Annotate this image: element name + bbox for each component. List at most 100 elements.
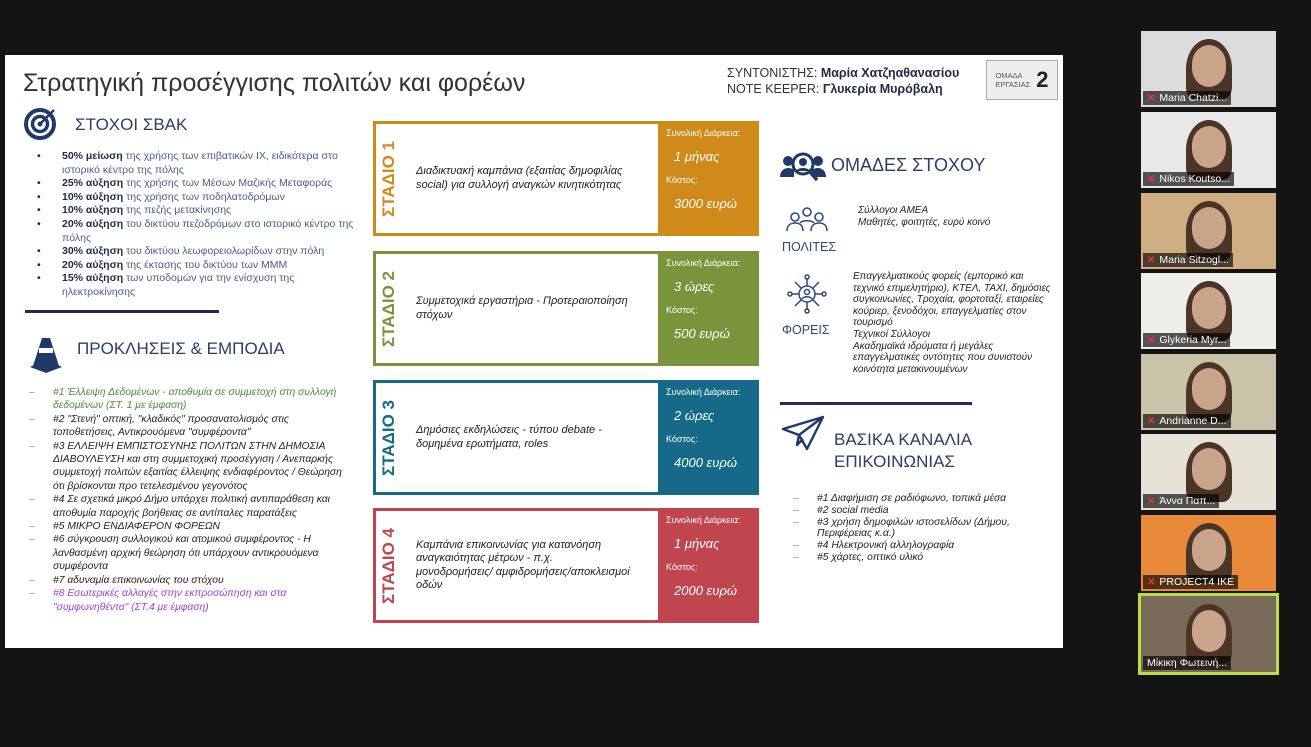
participant-tile[interactable]: ✕ Nikos Koutso...: [1141, 112, 1276, 188]
people-icon: [786, 207, 828, 232]
goal-text: της χρήσης των επιβατικών ΙΧ, ειδικότερα…: [62, 150, 338, 176]
bodies-line: Τεχνικοί Σύλλογοι: [853, 328, 931, 340]
duration-value: 1 μήνας: [674, 149, 720, 164]
challenge-item: #3 ΕΛΛΕΙΨΗ ΕΜΠΙΣΤΟΣΥΝΗΣ ΠΟΛΙΤΩΝ ΣΤΗΝ ΔΗΜ…: [27, 440, 352, 494]
participant-name: Glykeria Myr...: [1159, 334, 1227, 346]
bodies-description: Επαγγελματικούς φορείς (εμπορικό και τεχ…: [853, 271, 1053, 375]
group-label: ΟΜΑΔΑ: [995, 71, 1023, 80]
goal-text: της χρήσης των Μέσων Μαζικής Μεταφοράς: [123, 177, 333, 190]
participant-face: [1191, 126, 1226, 168]
goal-item: 50% μείωση της χρήσης των επιβατικών ΙΧ,…: [35, 150, 360, 177]
goal-item: 15% αύξηση των υποδομών για την ενίσχυση…: [35, 272, 360, 299]
note-keeper-name: Γλυκερία Μυρόβαλη: [822, 82, 943, 96]
goal-item: 10% αύξηση της χρήσης των ποδηλατοδρόμων: [35, 191, 360, 205]
goal-highlight: 50% μείωση: [62, 150, 123, 162]
stage-summary: Συνολική Διάρκεια: 3 ώρες Κόστος: 500 ευ…: [658, 251, 759, 366]
citizens-line: Σύλλογοι ΑΜΕΑ: [858, 205, 929, 216]
challenges-title: ΠΡΟΚΛΗΣΕΙΣ & ΕΜΠΟΔΙΑ: [77, 339, 285, 358]
stage-label-wrap: ΣΤΑΔΙΟ 2: [376, 254, 402, 363]
shared-slide: Στρατηγική προσέγγισης πολιτών και φορέω…: [5, 55, 1063, 648]
coordinator-info: ΣΥΝΤΟΝΙΣΤΗΣ: Μαρία Χατζηαθανασίου NOTE K…: [727, 65, 959, 97]
participant-name: Maria Chatzi...: [1159, 92, 1228, 104]
duration-value: 1 μήνας: [674, 536, 720, 551]
goal-text: της πεζής μετακίνησης: [123, 204, 232, 217]
participant-tile[interactable]: ✕ Maria Chatzi...: [1141, 31, 1276, 107]
divider: [780, 402, 972, 405]
group-number: 2: [1036, 67, 1049, 92]
participant-name-tag: ✕ Maria Sitzogl...: [1143, 253, 1233, 267]
citizens-label: ΠΟΛΙΤΕΣ: [782, 240, 837, 254]
stage-description-text: Καμπάνια επικοινωνίας για κατανόηση αναγ…: [416, 538, 630, 592]
targets-title: ΟΜΑΔΕΣ ΣΤΟΧΟΥ: [831, 155, 986, 175]
stage-summary: Συνολική Διάρκεια: 2 ώρες Κόστος: 4000 ε…: [658, 380, 759, 495]
participant-face: [1191, 45, 1226, 87]
muted-mic-icon: ✕: [1147, 254, 1156, 266]
participant-name-tag: ✕ Glykeria Myr...: [1143, 333, 1231, 347]
participant-name: Andrianne D...: [1159, 415, 1227, 427]
stage-card: ΣΤΑΔΙΟ 2 Συμμετοχικά εργαστήρια - Προτερ…: [373, 251, 759, 366]
participant-name-tag: ✕ Nikos Koutso...: [1143, 172, 1235, 186]
channels-title-line: ΒΑΣΙΚΑ ΚΑΝΑΛΙΑ: [834, 430, 973, 449]
cost-label: Κόστος:: [666, 434, 698, 444]
goal-highlight: 20% αύξηση: [62, 258, 124, 271]
cost-label: Κόστος:: [666, 562, 698, 572]
cost-value: 3000 ευρώ: [674, 196, 737, 211]
challenge-item: #7 αδυναμία επικοινωνίας του στόχου: [27, 574, 352, 588]
participant-tile[interactable]: ✕ Andrianne D...: [1141, 354, 1276, 430]
duration-label: Συνολική Διάρκεια:: [666, 515, 741, 525]
stage-description-text: Συμμετοχικά εργαστήρια - Προτεραιοποίηση…: [416, 295, 628, 321]
muted-mic-icon: ✕: [1147, 495, 1156, 507]
duration-label: Συνολική Διάρκεια:: [666, 128, 741, 138]
note-keeper-label: NOTE KEEPER:: [727, 82, 820, 96]
goal-text: του δικτύου πεζοδρόμων στο ιστορικό κέντ…: [62, 217, 354, 244]
bodies-label: ΦΟΡΕΙΣ: [782, 323, 830, 337]
stage-label: ΣΤΑΔΙΟ 1: [379, 140, 399, 217]
bodies-line: Επαγγελματικούς φορείς (εμπορικό και τεχ…: [853, 271, 1051, 329]
goal-item: 20% αύξηση της έκτασης του δικτύου των Μ…: [35, 259, 360, 273]
goal-highlight: 10% αύξηση: [62, 190, 124, 203]
channel-item: #3 χρήση δημοφιλών ιστοσελίδων (Δήμου, Π…: [793, 517, 1053, 541]
goal-item: 10% αύξηση της πεζής μετακίνησης: [35, 204, 360, 218]
participant-face: [1191, 287, 1226, 329]
channels-title-line: ΕΠΙΚΟΙΝΩΝΙΑΣ: [834, 452, 955, 471]
stage-label-wrap: ΣΤΑΔΙΟ 1: [376, 124, 402, 233]
participant-name: Maria Sitzogl...: [1159, 254, 1229, 266]
channel-item: #2 social media: [793, 505, 1053, 517]
slide-title: Στρατηγική προσέγγισης πολιτών και φορέω…: [23, 69, 526, 97]
coordinator-label: ΣΥΝΤΟΝΙΣΤΗΣ:: [727, 66, 818, 80]
stage-description-text: Δημόσιες εκδηλώσεις - τύπου debate - δομ…: [416, 424, 602, 450]
goal-text: της έκτασης του δικτύου των ΜΜΜ: [123, 258, 288, 271]
participant-tile[interactable]: Μίκικη Φωτεινή...: [1138, 593, 1279, 675]
stage-label: ΣΤΑΔΙΟ 3: [379, 399, 399, 476]
participant-tile[interactable]: ✕ Glykeria Myr...: [1141, 273, 1276, 349]
goal-highlight: 30% αύξηση: [62, 245, 124, 258]
goal-highlight: 15% αύξηση: [62, 272, 124, 285]
stage-label: ΣΤΑΔΙΟ 4: [379, 527, 399, 604]
goals-list: 50% μείωση της χρήσης των επιβατικών ΙΧ,…: [35, 150, 360, 300]
stage-label-wrap: ΣΤΑΔΙΟ 3: [376, 383, 402, 492]
cost-value: 4000 ευρώ: [674, 455, 737, 470]
participant-name: PROJECT4 IKE: [1159, 576, 1235, 588]
stage-summary: Συνολική Διάρκεια: 1 μήνας Κόστος: 3000 …: [658, 121, 759, 236]
goal-text: της χρήσης των ποδηλατοδρόμων: [123, 190, 285, 203]
participant-tile[interactable]: ✕ PROJECT4 IKE: [1141, 515, 1276, 591]
muted-mic-icon: ✕: [1147, 173, 1156, 185]
goal-highlight: 10% αύξηση: [62, 204, 124, 217]
group-badge: ΟΜΑΔΑ ΕΡΓΑΣΙΑΣ 2: [986, 60, 1058, 100]
target-icon: [24, 108, 56, 140]
participant-name-tag: ✕ Andrianne D...: [1143, 414, 1231, 428]
participant-name-tag: ✕ PROJECT4 IKE: [1143, 575, 1239, 589]
challenge-item: #2 "Στενή" οπτική, "κλαδικός" προσανατολ…: [27, 413, 352, 440]
stage-description-text: Διαδικτυακή καμπάνια (εξαιτίας δημοφιλία…: [416, 165, 623, 191]
stage-card: ΣΤΑΔΙΟ 4 Καμπάνια επικοινωνίας για καταν…: [373, 508, 759, 623]
participant-tile[interactable]: ✕ Άννα Παπ...: [1141, 434, 1276, 510]
stage-description: Καμπάνια επικοινωνίας για κατανόηση αναγ…: [416, 511, 631, 620]
goal-highlight: 20% αύξηση: [62, 217, 124, 230]
goal-highlight: 25% αύξηση: [62, 177, 124, 190]
network-icon: [787, 274, 827, 314]
goal-item: 20% αύξηση του δικτύου πεζοδρόμων στο ισ…: [35, 218, 360, 245]
participant-tile[interactable]: ✕ Maria Sitzogl...: [1141, 193, 1276, 269]
channels-list: #1 Διαφήμιση σε ραδιόφωνο, τοπικά μέσα#2…: [793, 493, 1053, 564]
cost-value: 2000 ευρώ: [674, 583, 737, 598]
traffic-cone-icon: [30, 338, 62, 373]
